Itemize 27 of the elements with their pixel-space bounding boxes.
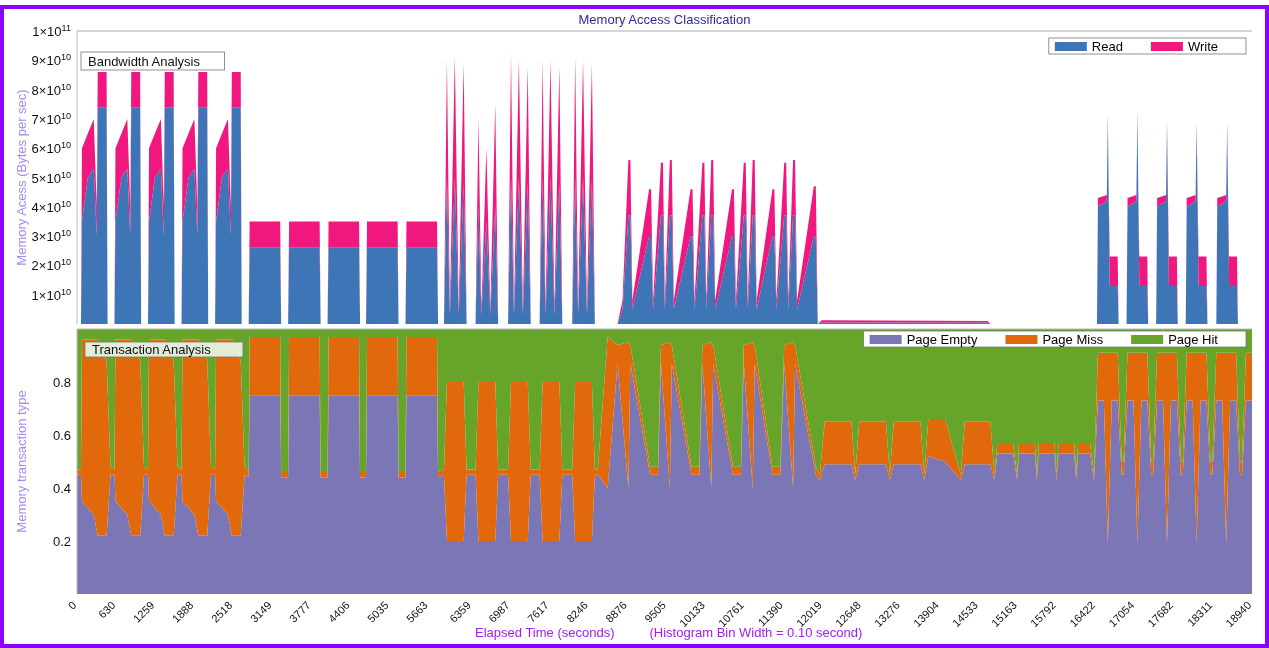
- annotation: Transaction Analysis: [92, 342, 212, 357]
- y-tick-label: 1×10$^{10}$: [31, 286, 71, 303]
- y-tick-label: 4×10$^{10}$: [31, 198, 71, 215]
- x-tick-label: 0: [65, 598, 79, 612]
- y-tick-label: 1×10$^{11}$: [32, 23, 71, 39]
- chart-title: Memory Access Classification: [578, 12, 751, 27]
- y-tick-label: 0.2: [52, 534, 71, 549]
- legend-label: Page Empty: [906, 331, 978, 347]
- y-axis-title: Memory Acess (Bytes per sec): [14, 89, 29, 266]
- x-tick-label: 630: [96, 598, 118, 621]
- y-tick-label: 0.8: [52, 375, 71, 390]
- y-axis-title: Memory transaction type: [14, 390, 29, 533]
- y-tick-label: 0.4: [52, 481, 71, 496]
- y-tick-label: 0.6: [52, 428, 71, 443]
- y-tick-label: 8×10$^{10}$: [31, 81, 71, 98]
- y-tick-label: 3×10$^{10}$: [31, 228, 71, 245]
- legend-label: Page Miss: [1042, 331, 1104, 347]
- x-axis-title: Elapsed Time (seconds): [475, 625, 615, 640]
- annotation: Bandwidth Analysis: [88, 54, 201, 69]
- legend-label: Write: [1187, 38, 1219, 54]
- legend-label: Read: [1091, 38, 1123, 54]
- series-label: Page Hit: [1168, 331, 1219, 347]
- y-tick-label: 7×10$^{10}$: [31, 110, 71, 127]
- y-tick-label: 9×10$^{10}$: [31, 52, 71, 69]
- y-tick-label: 6×10$^{10}$: [31, 140, 71, 157]
- y-tick-label: 5×10$^{10}$: [31, 169, 71, 186]
- y-tick-label: 2×10$^{10}$: [31, 257, 71, 274]
